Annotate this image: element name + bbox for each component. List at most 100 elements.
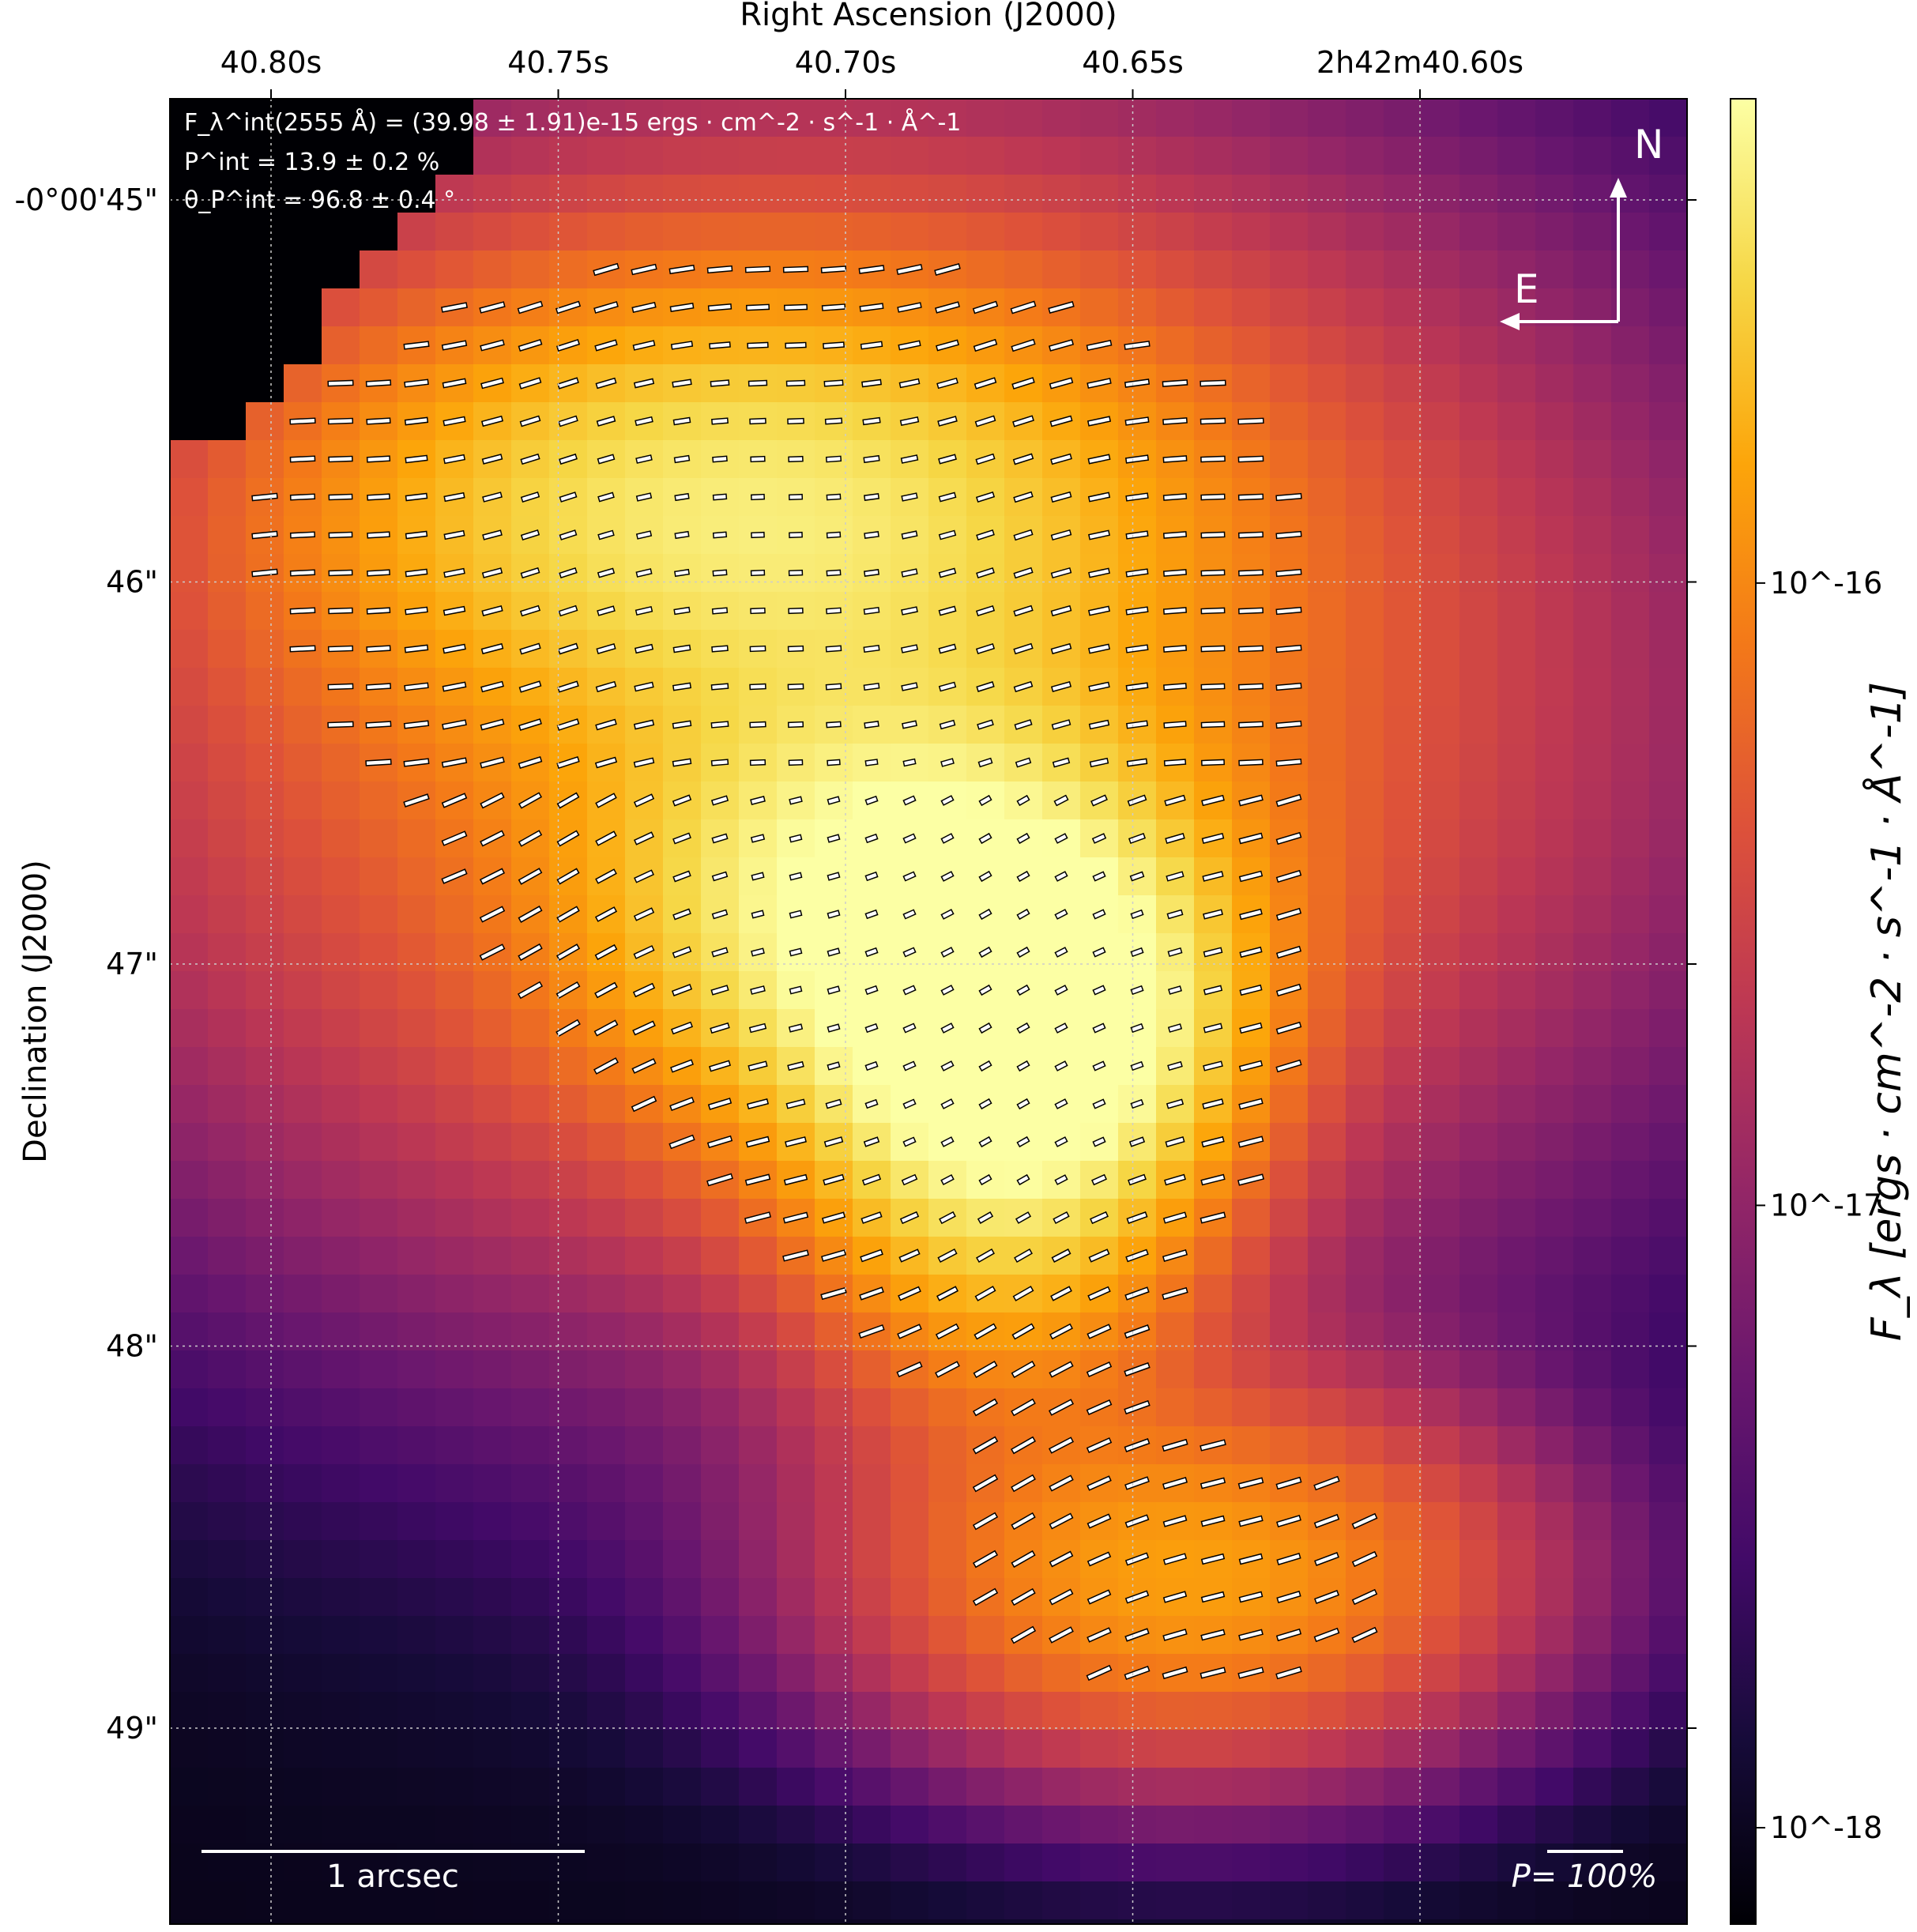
polarization-vector bbox=[748, 1060, 768, 1071]
polarization-vector bbox=[1053, 1211, 1070, 1225]
flux-pixel bbox=[928, 1730, 966, 1768]
flux-pixel bbox=[284, 1692, 322, 1730]
polarization-vector bbox=[935, 1361, 960, 1378]
flux-pixel bbox=[549, 1199, 587, 1237]
polarization-vector bbox=[902, 1136, 917, 1147]
flux-pixel bbox=[1346, 137, 1384, 175]
flux-pixel bbox=[1308, 1085, 1346, 1123]
polarization-vector bbox=[443, 491, 465, 503]
flux-pixel bbox=[1346, 592, 1384, 630]
polarization-vector bbox=[898, 378, 921, 389]
flux-pixel bbox=[625, 137, 663, 175]
polarization-vector bbox=[1050, 491, 1072, 503]
flux-pixel bbox=[777, 1654, 815, 1692]
polarization-vector bbox=[1092, 985, 1106, 996]
flux-pixel bbox=[1232, 326, 1270, 364]
polarization-vector bbox=[978, 1135, 992, 1148]
flux-pixel bbox=[701, 1768, 739, 1806]
polarization-vector bbox=[864, 759, 879, 766]
polarization-vector bbox=[1200, 379, 1226, 387]
flux-pixel bbox=[284, 1275, 322, 1312]
polarization-vector bbox=[827, 1023, 841, 1033]
flux-pixel bbox=[1459, 1275, 1497, 1312]
flux-pixel bbox=[1459, 99, 1497, 137]
flux-pixel bbox=[246, 630, 284, 668]
polarization-vector bbox=[1016, 832, 1030, 845]
flux-pixel bbox=[246, 1502, 284, 1540]
flux-pixel bbox=[1308, 478, 1346, 516]
polarization-vector bbox=[289, 607, 316, 615]
polarization-vector bbox=[520, 453, 540, 465]
flux-pixel bbox=[246, 1730, 284, 1768]
flux-pixel bbox=[1611, 99, 1649, 137]
polarization-vector bbox=[405, 492, 428, 502]
flux-pixel bbox=[815, 1730, 853, 1768]
flux-pixel bbox=[1497, 630, 1535, 668]
polarization-vector bbox=[556, 1019, 581, 1038]
flux-pixel bbox=[1497, 1237, 1535, 1275]
flux-pixel bbox=[928, 1654, 966, 1692]
x-axis-title: Right Ascension (J2000) bbox=[740, 0, 1117, 33]
polarization-vector bbox=[783, 1173, 808, 1186]
flux-pixel bbox=[1004, 99, 1042, 137]
flux-pixel bbox=[473, 1768, 511, 1806]
flux-pixel bbox=[1573, 137, 1611, 175]
polarization-vector bbox=[750, 607, 766, 615]
flux-pixel bbox=[1194, 1881, 1232, 1919]
flux-pixel bbox=[284, 781, 322, 819]
flux-pixel bbox=[322, 744, 360, 781]
flux-pixel bbox=[1308, 1123, 1346, 1161]
flux-pixel bbox=[853, 1730, 891, 1768]
flux-pixel bbox=[1308, 1009, 1346, 1047]
flux-pixel bbox=[1611, 668, 1649, 706]
flux-pixel bbox=[891, 1502, 928, 1540]
polarization-vector bbox=[1275, 831, 1302, 845]
flux-pixel bbox=[473, 137, 511, 175]
flux-pixel bbox=[1573, 1881, 1611, 1919]
flux-pixel bbox=[1459, 781, 1497, 819]
flux-pixel bbox=[549, 1161, 587, 1199]
flux-pixel bbox=[511, 1312, 549, 1350]
flux-pixel bbox=[473, 175, 511, 213]
flux-pixel bbox=[1232, 1881, 1270, 1919]
polarization-vector bbox=[1167, 1060, 1183, 1071]
flux-pixel bbox=[853, 1388, 891, 1426]
flux-pixel bbox=[208, 1806, 246, 1843]
flux-pixel bbox=[397, 250, 435, 288]
polarization-vector bbox=[441, 340, 468, 351]
polarization-vector bbox=[1012, 453, 1034, 465]
flux-pixel bbox=[511, 175, 549, 213]
flux-pixel bbox=[815, 1768, 853, 1806]
polarization-vector bbox=[972, 1550, 999, 1569]
flux-pixel bbox=[284, 706, 322, 744]
flux-pixel bbox=[435, 1388, 473, 1426]
flux-pixel bbox=[246, 592, 284, 630]
flux-pixel bbox=[1194, 1919, 1232, 1924]
flux-pixel bbox=[587, 175, 625, 213]
polarization-vector bbox=[1125, 492, 1149, 502]
polarization-vector bbox=[403, 720, 430, 729]
flux-pixel bbox=[1649, 592, 1687, 630]
flux-pixel bbox=[625, 1502, 663, 1540]
polarization-vector bbox=[863, 682, 880, 691]
flux-pixel bbox=[1308, 1275, 1346, 1312]
flux-pixel bbox=[473, 1275, 511, 1312]
polarization-vector bbox=[1351, 1626, 1378, 1644]
polarization-vector bbox=[633, 719, 655, 730]
polarization-vector bbox=[1124, 1665, 1151, 1681]
flux-pixel bbox=[511, 1199, 549, 1237]
flux-pixel bbox=[1459, 1085, 1497, 1123]
flux-pixel bbox=[1459, 630, 1497, 668]
flux-pixel bbox=[246, 1654, 284, 1692]
flux-pixel bbox=[208, 1426, 246, 1464]
flux-pixel bbox=[1573, 1464, 1611, 1502]
flux-pixel bbox=[208, 1161, 246, 1199]
flux-pixel bbox=[1346, 744, 1384, 781]
polarization-vector bbox=[1054, 871, 1068, 882]
polarization-vector bbox=[827, 796, 841, 805]
flux-pixel bbox=[1535, 554, 1573, 592]
flux-pixel bbox=[1573, 1730, 1611, 1768]
polarization-vector bbox=[1238, 759, 1264, 766]
flux-pixel bbox=[928, 137, 966, 175]
